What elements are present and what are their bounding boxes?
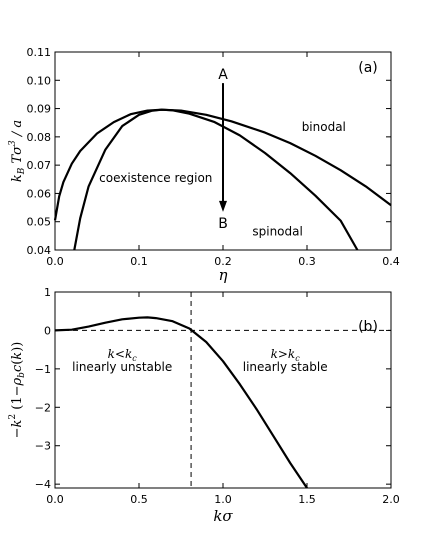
panel-a-ylabel: kB Tσ3 / a [8,120,27,182]
panel-b: 0.0 0.5 1.0 1.5 2.0 −4 −3 −2 −1 0 1 (b) k<kc linea… [8,286,400,525]
panel-a-ytick-label: 0.10 [27,74,52,87]
panel-b-xtick-label: 0.5 [130,493,148,506]
annotation-k-greater-kc: k>kc [271,347,301,363]
panel-b-ytick-label: −2 [35,401,51,414]
panel-label-b: (b) [358,319,378,335]
panel-a-xtick-label: 0.1 [130,255,148,268]
panel-b-ticks: 0.0 0.5 1.0 1.5 2.0 −4 −3 −2 −1 0 1 [35,286,400,506]
panel-label-a: (a) [358,60,378,76]
annotation-binodal: binodal [302,120,346,134]
point-label-a: A [218,67,228,83]
panel-a-ticks: 0.0 0.1 0.2 0.3 0.4 0.04 0.05 0.06 0.07 0.08 0.09 0… [27,46,400,268]
panel-b-xtick-label: 2.0 [382,493,400,506]
annotation-coexistence-region: coexistence region [99,171,212,185]
panel-b-ytick-label: 0 [44,324,51,337]
panel-a-xtick-label: 0.0 [46,255,64,268]
panel-a-xtick-label: 0.3 [298,255,316,268]
panel-b-xtick-label: 0.0 [46,493,64,506]
panel-b-xtick-label: 1.5 [298,493,316,506]
panel-a: 0.0 0.1 0.2 0.3 0.4 0.04 0.05 0.06 0.07 0.08 0.09 0… [8,46,400,284]
annotation-spinodal: spinodal [252,225,302,239]
panel-a-xlabel: η [219,266,228,284]
series-spinodal [73,108,359,251]
panel-a-ytick-label: 0.06 [27,187,52,200]
panel-a-xtick-label: 0.2 [214,255,232,268]
point-label-b: B [218,216,228,232]
panel-a-ytick-label: 0.05 [27,216,52,229]
panel-b-ytick-label: −4 [35,478,51,491]
panel-b-xtick-label: 1.0 [214,493,232,506]
panel-a-ytick-label: 0.04 [27,244,52,257]
panel-b-ytick-label: 1 [44,286,51,299]
panel-a-ytick-label: 0.09 [27,103,52,116]
panel-b-xlabel: kσ [213,507,233,525]
panel-b-ylabel: −k2 (1−ρbc(k)) [8,342,27,439]
series-dispersion [54,316,308,489]
annotation-linearly-stable: linearly stable [243,360,328,374]
annotation-k-less-kc: k<kc [108,347,138,363]
panel-b-frame [54,291,392,489]
annotation-linearly-unstable: linearly unstable [72,360,172,374]
panel-b-series [54,316,308,489]
panel-a-series [53,108,392,251]
panel-a-ytick-label: 0.08 [27,131,52,144]
panel-a-ytick-label: 0.11 [27,46,52,59]
panel-b-ytick-label: −3 [35,440,51,453]
panel-b-ytick-label: −1 [35,363,51,376]
panel-a-ytick-label: 0.07 [27,159,52,172]
panel-a-xtick-label: 0.4 [382,255,400,268]
arrow-head [219,200,227,212]
